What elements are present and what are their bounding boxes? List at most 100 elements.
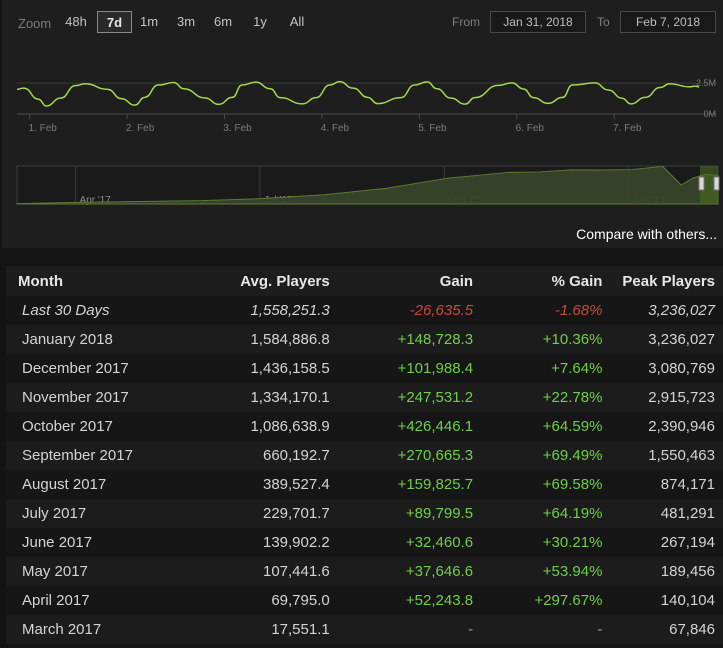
- gain-cell: +101,988.4: [337, 354, 482, 383]
- navigator-selection: [700, 166, 718, 204]
- table-row: January 2018 1,584,886.8 +148,728.3 +10.36%…: [6, 325, 723, 354]
- zoom-all-button[interactable]: All: [289, 14, 305, 29]
- avg-players-cell: 69,795.0: [175, 586, 338, 615]
- from-label: From: [452, 15, 480, 29]
- table-row: September 2017 660,192.7 +270,665.3 +69.49%…: [6, 441, 723, 470]
- avg-players-cell: 1,086,638.9: [175, 412, 338, 441]
- gain-cell: +270,665.3: [337, 441, 482, 470]
- month-cell: May 2017: [6, 557, 176, 586]
- zoom-48h-button[interactable]: 48h: [65, 14, 87, 29]
- header-pct-gain[interactable]: % Gain: [481, 266, 611, 296]
- table-row: July 2017 229,701.7 +89,799.5 +64.19% 481,29…: [6, 499, 723, 528]
- avg-players-cell: 389,527.4: [175, 470, 338, 499]
- peak-players-cell: 3,236,027: [610, 296, 723, 325]
- navigator-handle-left: [698, 176, 705, 191]
- month-cell: December 2017: [6, 354, 176, 383]
- table-row: April 2017 69,795.0 +52,243.8 +297.67% 140,1…: [6, 586, 723, 615]
- pct-gain-cell: +69.58%: [481, 470, 611, 499]
- header-peak-players[interactable]: Peak Players: [610, 266, 723, 296]
- player-count-chart[interactable]: 0M 2.5M 1. Feb 2. Feb 3. Feb 4. Feb 5. Feb 6. F…: [2, 40, 723, 148]
- y-tick-label: 0M: [703, 109, 716, 119]
- avg-players-cell: 660,192.7: [175, 441, 338, 470]
- header-avg-players[interactable]: Avg. Players: [175, 266, 338, 296]
- peak-players-cell: 189,456: [610, 557, 723, 586]
- navigator-chart[interactable]: Apr '17Jul '17Oct '17Jan '18: [2, 162, 723, 208]
- month-cell: July 2017: [6, 499, 176, 528]
- gain-cell: +148,728.3: [337, 325, 482, 354]
- pct-gain-cell: +297.67%: [481, 586, 611, 615]
- peak-players-cell: 267,194: [610, 528, 723, 557]
- avg-players-cell: 1,558,251.3: [175, 296, 338, 325]
- to-label: To: [597, 15, 610, 29]
- pct-gain-cell: +64.19%: [481, 499, 611, 528]
- x-tick-label: 2. Feb: [126, 123, 155, 134]
- month-cell: April 2017: [6, 586, 176, 615]
- gain-cell: +426,446.1: [337, 412, 482, 441]
- header-month[interactable]: Month: [6, 266, 176, 296]
- peak-players-cell: 1,550,463: [610, 441, 723, 470]
- month-cell: August 2017: [6, 470, 176, 499]
- table-row: December 2017 1,436,158.5 +101,988.4 +7.64%…: [6, 354, 723, 383]
- x-tick-label: 7. Feb: [613, 123, 642, 134]
- pct-gain-cell: +22.78%: [481, 383, 611, 412]
- avg-players-cell: 1,436,158.5: [175, 354, 338, 383]
- month-cell: Last 30 Days: [6, 296, 176, 325]
- month-cell: January 2018: [6, 325, 176, 354]
- table-row: November 2017 1,334,170.1 +247,531.2 +22.78…: [6, 383, 723, 412]
- avg-players-cell: 1,584,886.8: [175, 325, 338, 354]
- table-row: May 2017 107,441.6 +37,646.6 +53.94% 189,456: [6, 557, 723, 586]
- peak-players-cell: 2,390,946: [610, 412, 723, 441]
- zoom-6m-button[interactable]: 6m: [213, 14, 233, 29]
- table-row: Last 30 Days 1,558,251.3 -26,635.5 -1.68% 3,…: [6, 296, 723, 325]
- peak-players-cell: 874,171: [610, 470, 723, 499]
- pct-gain-cell: -1.68%: [481, 296, 611, 325]
- x-tick-label: 5. Feb: [418, 123, 447, 134]
- zoom-1y-button[interactable]: 1y: [253, 14, 267, 29]
- zoom-7d-button[interactable]: 7d: [97, 11, 132, 33]
- y-tick-label: 2.5M: [696, 78, 716, 88]
- navigator-handle-right: [713, 176, 720, 191]
- month-cell: November 2017: [6, 383, 176, 412]
- avg-players-cell: 107,441.6: [175, 557, 338, 586]
- monthly-stats-table: Month Avg. Players Gain % Gain Peak Play…: [6, 266, 723, 644]
- player-count-line: [16, 80, 700, 107]
- peak-players-cell: 67,846: [610, 615, 723, 644]
- gain-cell: +89,799.5: [337, 499, 482, 528]
- zoom-label: Zoom: [18, 16, 52, 31]
- x-tick-label: 3. Feb: [223, 123, 252, 134]
- avg-players-cell: 17,551.1: [175, 615, 338, 644]
- table-row: August 2017 389,527.4 +159,825.7 +69.58% 874…: [6, 470, 723, 499]
- header-gain[interactable]: Gain: [337, 266, 482, 296]
- navigator-tick-label: Apr '17: [79, 195, 111, 206]
- month-cell: September 2017: [6, 441, 176, 470]
- gain-cell: +37,646.6: [337, 557, 482, 586]
- peak-players-cell: 140,104: [610, 586, 723, 615]
- peak-players-cell: 3,236,027: [610, 325, 723, 354]
- x-tick-label: 6. Feb: [516, 123, 545, 134]
- pct-gain-cell: +7.64%: [481, 354, 611, 383]
- peak-players-cell: 481,291: [610, 499, 723, 528]
- compare-with-others-link[interactable]: Compare with others...: [576, 226, 717, 242]
- table-row: June 2017 139,902.2 +32,460.6 +30.21% 267,19…: [6, 528, 723, 557]
- pct-gain-cell: +10.36%: [481, 325, 611, 354]
- month-cell: October 2017: [6, 412, 176, 441]
- gain-cell: -: [337, 615, 482, 644]
- from-date-input[interactable]: [490, 11, 586, 33]
- pct-gain-cell: +69.49%: [481, 441, 611, 470]
- table-row: March 2017 17,551.1- -67,846: [6, 615, 723, 644]
- avg-players-cell: 1,334,170.1: [175, 383, 338, 412]
- pct-gain-cell: -: [481, 615, 611, 644]
- pct-gain-cell: +30.21%: [481, 528, 611, 557]
- table-header-row: Month Avg. Players Gain % Gain Peak Play…: [6, 266, 723, 296]
- pct-gain-cell: +64.59%: [481, 412, 611, 441]
- gain-cell: +159,825.7: [337, 470, 482, 499]
- peak-players-cell: 2,915,723: [610, 383, 723, 412]
- zoom-3m-button[interactable]: 3m: [176, 14, 196, 29]
- to-date-input[interactable]: [620, 11, 716, 33]
- chart-panel: Zoom 48h 7d 1m 3m 6m 1y All From To 0M 2.…: [2, 0, 723, 248]
- avg-players-cell: 139,902.2: [175, 528, 338, 557]
- x-tick-label: 4. Feb: [321, 123, 350, 134]
- zoom-1m-button[interactable]: 1m: [139, 14, 159, 29]
- table-row: October 2017 1,086,638.9 +426,446.1 +64.59%…: [6, 412, 723, 441]
- peak-players-cell: 3,080,769: [610, 354, 723, 383]
